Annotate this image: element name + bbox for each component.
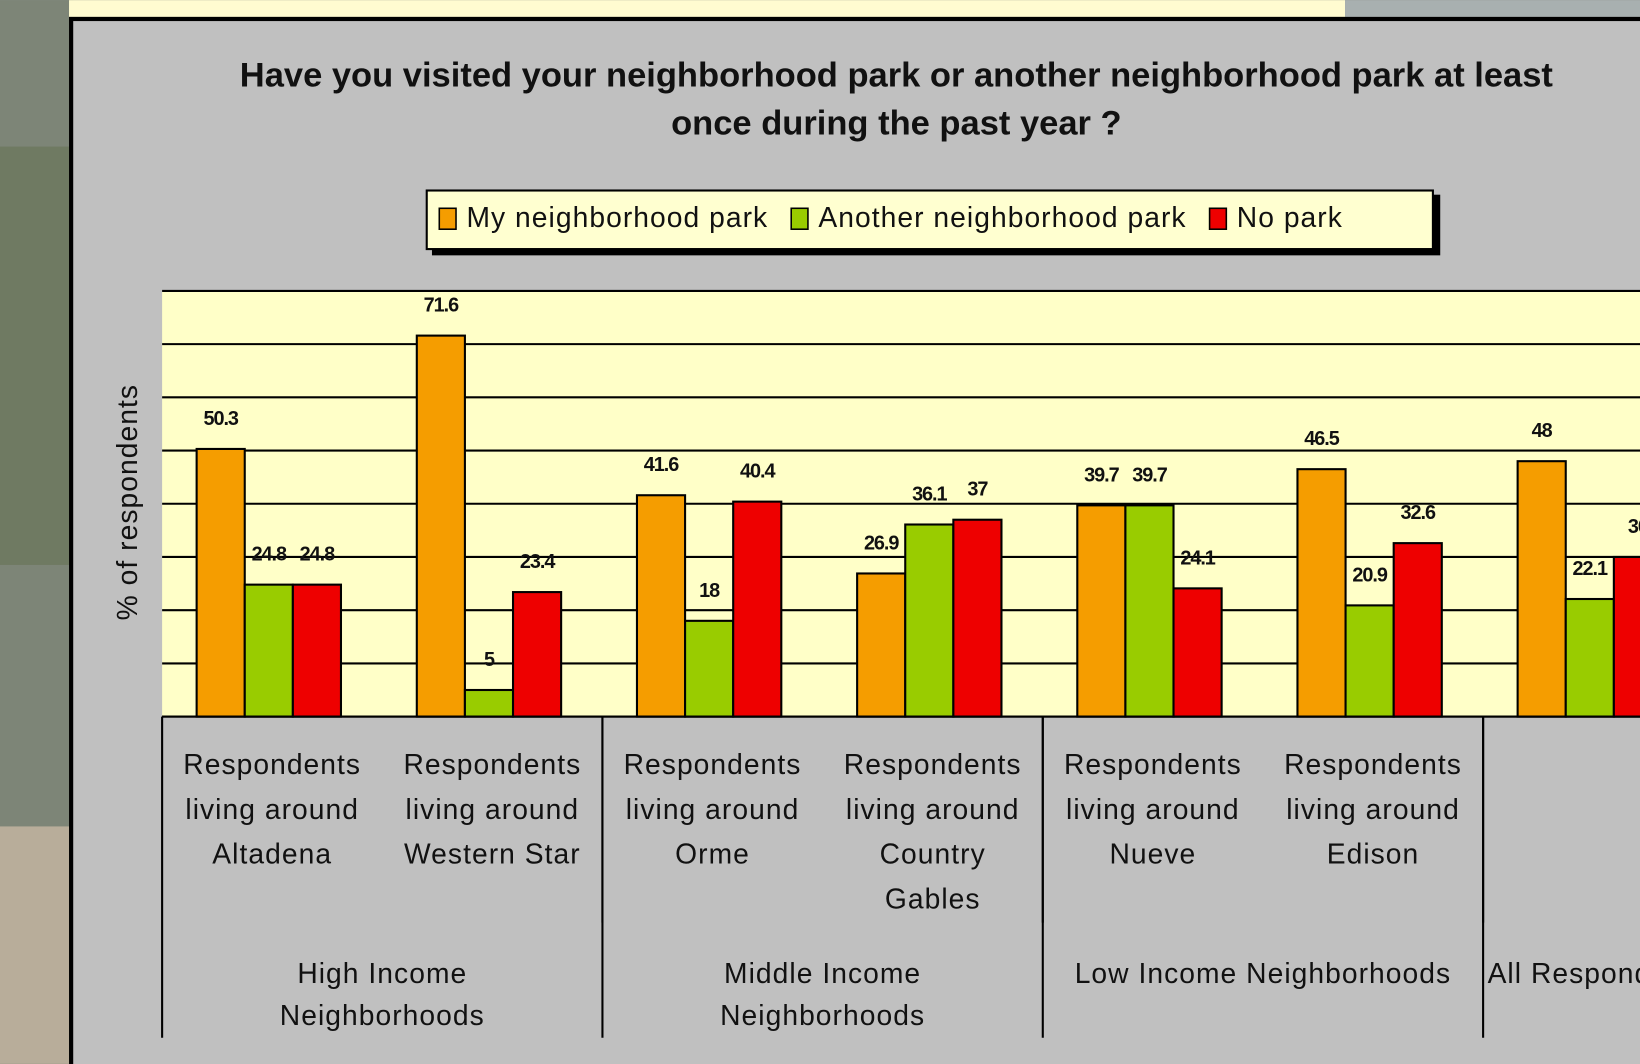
value-label: 22.1 [1573, 558, 1608, 580]
x-tick-label: Respondents living around Edison [1284, 748, 1462, 870]
bar [1172, 587, 1223, 718]
top-photo [1345, 0, 1640, 17]
value-label: 24.1 [1180, 547, 1215, 569]
bar [1124, 504, 1175, 718]
legend-swatch [790, 207, 809, 230]
x-tick-label: Respondents living around Western Star [403, 748, 581, 870]
value-label: 50.3 [203, 408, 238, 430]
bar [1344, 604, 1395, 718]
legend-label: My neighborhood park [466, 201, 768, 233]
bar [856, 572, 907, 718]
group-label: Low Income Neighborhoods [1075, 957, 1452, 989]
x-tick-label: Respondents living around Nueve [1064, 748, 1242, 870]
bar [732, 500, 783, 718]
value-label: 5 [484, 649, 495, 671]
bar [1564, 597, 1615, 718]
legend-swatch [438, 207, 457, 230]
bar [1516, 460, 1567, 718]
bar [904, 523, 955, 718]
background-trees [0, 146, 74, 565]
value-label: 71.6 [424, 295, 459, 317]
bar [1612, 555, 1640, 718]
group-label: Middle Income Neighborhoods [720, 957, 925, 1031]
chart-title: Have you visited your neighborhood park … [240, 57, 1554, 143]
value-label: 48 [1532, 420, 1553, 442]
bar [952, 518, 1003, 718]
value-label: 46.5 [1304, 428, 1339, 450]
bar [511, 591, 563, 718]
chart-body: 50.3 24.8 24.8 Respondents living around Alta… [161, 289, 1640, 1038]
y-axis-label: % of respondents [111, 384, 143, 620]
background-ground [0, 826, 74, 1064]
top-strip [69, 0, 1346, 17]
bar [1076, 504, 1127, 718]
value-label: 37 [967, 479, 988, 501]
value-label: 23.4 [520, 551, 555, 573]
value-label: 36.1 [912, 483, 947, 505]
value-label: 41.6 [644, 454, 679, 476]
bar [291, 583, 343, 718]
value-label: 20.9 [1352, 564, 1387, 586]
x-tick-label: Respondents living around Altadena [183, 748, 361, 870]
group-label: High Income Neighborhoods [280, 957, 485, 1031]
legend-label: Another neighborhood park [818, 201, 1186, 233]
value-label: 26.9 [864, 532, 899, 554]
bar [635, 494, 687, 718]
bar [463, 688, 515, 718]
value-label: 24.8 [252, 544, 287, 566]
bar [684, 619, 735, 718]
bar [243, 583, 294, 718]
bar [1296, 468, 1347, 718]
value-label: 30 [1628, 516, 1640, 538]
bar [1392, 542, 1443, 718]
value-label: 40.4 [740, 461, 775, 483]
bar [415, 334, 466, 718]
legend-label: No park [1237, 201, 1343, 233]
legend [425, 189, 1434, 251]
bar [195, 447, 246, 718]
value-label: 39.7 [1132, 464, 1167, 486]
x-tick-label: Respondents living around Orme [624, 748, 802, 870]
value-label: 24.8 [300, 544, 335, 566]
x-tick-label: Respondents living around Country Gables [844, 748, 1022, 915]
value-label: 18 [699, 580, 720, 602]
value-label: 39.7 [1084, 464, 1119, 486]
group-label: All Respondents [1488, 957, 1640, 989]
value-label: 32.6 [1401, 502, 1436, 524]
legend-swatch [1208, 207, 1228, 230]
